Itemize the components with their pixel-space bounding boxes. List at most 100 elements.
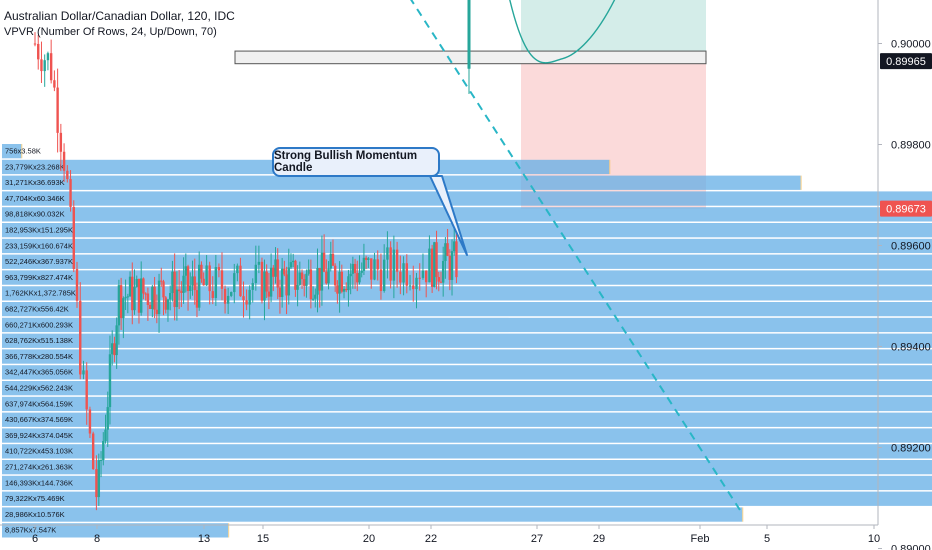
candle-body — [169, 293, 172, 300]
candle-body — [450, 251, 454, 280]
candle-body — [349, 273, 352, 277]
candle-body — [331, 253, 335, 266]
annotation-callout[interactable]: Strong Bullish Momentum Candle — [272, 147, 440, 177]
candle-body — [322, 252, 326, 272]
candle-body — [376, 259, 379, 270]
candle-body — [214, 267, 218, 298]
candle-body — [446, 243, 449, 256]
callout-pointer — [429, 175, 468, 256]
candle-body — [316, 267, 319, 295]
candle-body — [345, 288, 348, 291]
time-axis: 6 8 13 15 20 22 27 29 Feb 5 10 — [0, 524, 880, 545]
price-badge-label: 0.89673 — [886, 204, 926, 216]
candle-body — [444, 243, 447, 261]
vp-bar-down — [228, 523, 230, 538]
candle-body — [342, 288, 346, 292]
x-tick-label: Feb — [691, 533, 710, 545]
candle-body — [102, 440, 105, 460]
candle-body — [437, 277, 440, 282]
vp-row-label: 756x3.58K — [5, 147, 41, 156]
volume-profile: 756x3.58K 23,779Kx23.268K 31,271Kx36.693K 4… — [2, 144, 932, 538]
y-tick-label: 0.89400 — [891, 342, 931, 354]
candle-body — [128, 276, 132, 297]
candle-body — [405, 263, 409, 286]
x-tick-label: 22 — [425, 533, 437, 545]
candle-body — [272, 267, 275, 277]
candle-body — [276, 259, 279, 288]
candle-body — [155, 309, 159, 315]
vp-bar-up — [2, 207, 932, 222]
candle-body — [226, 295, 230, 304]
indicator-legend[interactable]: VPVR (Number Of Rows, 24, Up/Down, 70) — [4, 26, 217, 38]
vp-row-label: 660,271Kx600.293K — [5, 320, 73, 329]
candle-body — [347, 276, 350, 291]
vp-bar-up — [2, 365, 932, 380]
candle-body — [441, 260, 445, 283]
candle-body — [72, 206, 75, 269]
candle-body — [53, 80, 56, 88]
candle-body — [177, 289, 181, 292]
candle-body — [311, 298, 315, 300]
y-tick-label: 0.89800 — [891, 140, 931, 152]
vp-bar-up — [2, 144, 22, 159]
candle-body — [113, 343, 116, 356]
candle-body — [289, 262, 293, 268]
candle-body — [79, 300, 82, 375]
candle-body — [69, 179, 72, 207]
candle-body — [291, 260, 295, 263]
candle-body — [309, 269, 313, 300]
vp-bar-up — [2, 191, 932, 206]
candle-body — [439, 281, 443, 283]
candle-body — [314, 294, 317, 299]
candle-body — [254, 264, 258, 283]
candle-body — [140, 278, 143, 313]
candle-body — [166, 299, 170, 310]
price-badge: 0.89965 — [880, 53, 932, 70]
price-badge-bg — [880, 53, 932, 70]
candle-body — [421, 270, 425, 278]
candle-body — [280, 268, 284, 298]
candle-body — [230, 292, 233, 296]
candle-body — [173, 271, 176, 308]
vp-row-label: 628,762Kx515.138K — [5, 336, 73, 345]
candle-body — [265, 271, 268, 292]
vp-row-label: 544,229Kx562.243K — [5, 384, 73, 393]
candle-body — [180, 291, 183, 293]
vp-bar-up — [2, 223, 932, 238]
candle-body — [399, 271, 402, 283]
candle-body — [260, 261, 264, 301]
candle-body — [33, 43, 37, 45]
vp-row-label: 31,271Kx36.693K — [5, 178, 65, 187]
candle-body — [285, 274, 288, 296]
vp-row-label: 366,778Kx280.554K — [5, 352, 73, 361]
candle-body — [370, 258, 373, 280]
candle-body — [338, 271, 341, 294]
candle-body — [162, 281, 165, 298]
vp-row-label: 963,799Kx827.474K — [5, 273, 73, 282]
x-tick-label: 27 — [531, 533, 543, 545]
x-tick-label: 20 — [363, 533, 375, 545]
vp-row-label: 146,393Kx144.736K — [5, 478, 73, 487]
candle-body — [327, 268, 330, 284]
candle-body — [62, 151, 66, 171]
candle-body — [108, 354, 112, 408]
candle-body — [283, 268, 286, 275]
vp-bar-up — [2, 396, 932, 412]
candle-body — [236, 265, 239, 274]
vp-bar-up — [2, 412, 932, 427]
vp-row-label: 637,974Kx564.159K — [5, 399, 73, 408]
candle-body — [408, 285, 412, 287]
vp-row-label: 682,727Kx556.42K — [5, 305, 69, 314]
vp-bar-up — [2, 333, 932, 348]
candle-body — [300, 272, 304, 280]
candle-body — [428, 248, 431, 283]
vp-bar-up — [2, 317, 932, 333]
vp-row-label: 98,818Kx90.032K — [5, 210, 65, 219]
candle-body — [356, 273, 359, 283]
vp-bar-up — [2, 507, 743, 522]
candle-body — [325, 271, 328, 284]
candle-body — [157, 280, 161, 315]
candle-body — [217, 267, 221, 271]
candle-body — [415, 277, 418, 290]
